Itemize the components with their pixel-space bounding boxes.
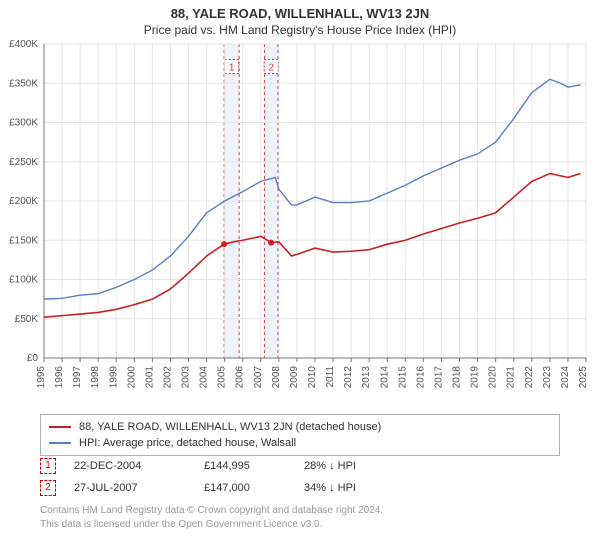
svg-text:£0: £0 [27,353,39,364]
marker-badge-2: 2 [40,480,56,496]
footer-line-1: Contains HM Land Registry data © Crown c… [40,505,383,516]
marker-delta-1: 28% ↓ HPI [304,460,404,472]
svg-text:1996: 1996 [54,366,65,389]
svg-text:2006: 2006 [235,366,246,389]
legend-item-hpi: HPI: Average price, detached house, Wals… [49,435,551,451]
svg-text:2025: 2025 [578,366,589,389]
svg-text:£250K: £250K [9,157,38,168]
svg-text:2003: 2003 [181,366,192,389]
svg-text:£350K: £350K [9,78,38,89]
svg-text:2010: 2010 [307,366,318,389]
chart-container: 88, YALE ROAD, WILLENHALL, WV13 2JN Pric… [0,0,600,560]
svg-text:2004: 2004 [199,366,210,389]
marker-delta-2: 34% ↓ HPI [304,482,404,494]
svg-text:2: 2 [268,63,274,74]
svg-text:£150K: £150K [9,235,38,246]
svg-text:2021: 2021 [506,366,517,389]
svg-text:1997: 1997 [72,366,83,389]
svg-text:1995: 1995 [36,366,47,389]
legend-item-property: 88, YALE ROAD, WILLENHALL, WV13 2JN (det… [49,419,551,435]
marker-row-1: 1 22-DEC-2004 £144,995 28% ↓ HPI [40,455,560,477]
marker-date-2: 27-JUL-2007 [74,482,204,494]
svg-text:£400K: £400K [9,39,38,50]
svg-text:2002: 2002 [162,366,173,389]
line-chart: 1 2 £0 £50K £100K £150K £200K £250K £300K £350K £4… [0,38,600,408]
legend: 88, YALE ROAD, WILLENHALL, WV13 2JN (det… [40,414,560,456]
svg-text:£100K: £100K [9,275,38,286]
marker-table: 1 22-DEC-2004 £144,995 28% ↓ HPI 2 27-JU… [40,455,560,499]
marker-date-1: 22-DEC-2004 [74,460,204,472]
legend-label-property: 88, YALE ROAD, WILLENHALL, WV13 2JN (det… [79,421,381,433]
svg-text:2020: 2020 [488,366,499,389]
svg-text:2008: 2008 [271,366,282,389]
svg-text:2009: 2009 [289,366,300,389]
svg-text:2014: 2014 [379,366,390,389]
marker-row-2: 2 27-JUL-2007 £147,000 34% ↓ HPI [40,477,560,499]
legend-swatch-property [49,426,71,428]
page-title: 88, YALE ROAD, WILLENHALL, WV13 2JN [0,0,600,21]
marker-price-1: £144,995 [204,460,304,472]
svg-text:2011: 2011 [325,366,336,388]
svg-text:2000: 2000 [126,366,137,389]
page-subtitle: Price paid vs. HM Land Registry's House … [0,21,600,37]
svg-text:1998: 1998 [90,366,101,389]
svg-text:2015: 2015 [397,366,408,389]
legend-swatch-hpi [49,442,71,444]
svg-text:2001: 2001 [144,366,155,389]
svg-text:2007: 2007 [253,366,264,389]
footer: Contains HM Land Registry data © Crown c… [40,504,560,531]
chart-area: 1 2 £0 £50K £100K £150K £200K £250K £300K £350K £4… [0,38,600,408]
svg-text:2012: 2012 [343,366,354,389]
svg-text:1999: 1999 [108,366,119,389]
svg-text:2022: 2022 [524,366,535,389]
svg-text:£200K: £200K [9,196,38,207]
legend-label-hpi: HPI: Average price, detached house, Wals… [79,437,296,449]
svg-text:2023: 2023 [542,366,553,389]
svg-text:2017: 2017 [433,366,444,389]
svg-text:2018: 2018 [452,366,463,389]
svg-text:2019: 2019 [470,366,481,389]
svg-text:1: 1 [229,63,235,74]
svg-text:£300K: £300K [9,118,38,129]
marker-price-2: £147,000 [204,482,304,494]
svg-text:2013: 2013 [361,366,372,389]
svg-text:£50K: £50K [15,314,39,325]
marker-badge-1: 1 [40,458,56,474]
svg-text:2016: 2016 [415,366,426,389]
svg-text:2024: 2024 [560,366,571,389]
svg-text:2005: 2005 [217,366,228,389]
footer-line-2: This data is licensed under the Open Gov… [40,519,322,530]
